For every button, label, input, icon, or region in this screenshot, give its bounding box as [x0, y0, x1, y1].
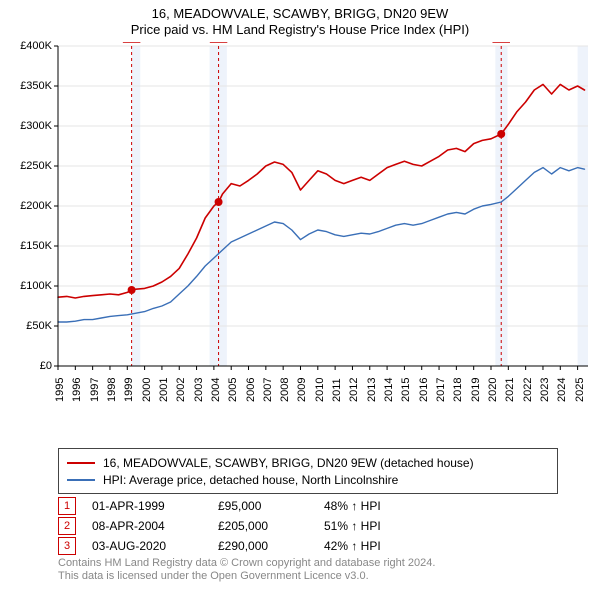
sale-pct: 42% ↑ HPI [324, 539, 381, 553]
copyright-line1: Contains HM Land Registry data © Crown c… [58, 557, 435, 571]
x-tick-label: 2002 [175, 378, 187, 402]
x-tick-label: 1998 [106, 378, 118, 402]
y-tick-label: £50K [26, 320, 52, 332]
x-tick-label: 1995 [54, 378, 66, 402]
sale-badge: 1 [58, 497, 76, 515]
sale-date: 01-APR-1999 [92, 499, 202, 513]
x-tick-label: 2018 [452, 378, 464, 402]
x-tick-label: 2024 [556, 378, 568, 402]
sale-pct: 51% ↑ HPI [324, 519, 381, 533]
sale-pct: 48% ↑ HPI [324, 499, 381, 513]
sale-row: 1 01-APR-1999 £95,000 48% ↑ HPI [58, 496, 381, 516]
y-tick-label: £300K [20, 120, 52, 132]
x-tick-label: 2020 [487, 378, 499, 402]
legend-swatch-property [67, 462, 95, 464]
x-tick-label: 2008 [279, 378, 291, 402]
y-tick-label: £400K [20, 40, 52, 52]
x-tick-label: 2015 [400, 378, 412, 402]
copyright: Contains HM Land Registry data © Crown c… [58, 557, 435, 585]
y-tick-label: £200K [20, 200, 52, 212]
x-tick-label: 1999 [123, 378, 135, 402]
x-tick-label: 2007 [262, 378, 274, 402]
sale-row: 2 08-APR-2004 £205,000 51% ↑ HPI [58, 516, 381, 536]
sales-table: 1 01-APR-1999 £95,000 48% ↑ HPI 2 08-APR-2004… [58, 496, 381, 556]
x-tick-label: 2016 [418, 378, 430, 402]
sale-date: 03-AUG-2020 [92, 539, 202, 553]
x-tick-label: 1996 [71, 378, 83, 402]
sale-price: £205,000 [218, 519, 308, 533]
x-tick-label: 2000 [141, 378, 153, 402]
copyright-line2: This data is licensed under the Open Gov… [58, 570, 435, 584]
legend-label-property: 16, MEADOWVALE, SCAWBY, BRIGG, DN20 9EW … [103, 455, 474, 472]
x-tick-label: 2013 [366, 378, 378, 402]
x-tick-label: 2021 [504, 378, 516, 402]
x-tick-label: 2011 [331, 378, 343, 402]
sale-badge: 2 [58, 517, 76, 535]
y-tick-label: £100K [20, 280, 52, 292]
sale-row: 3 03-AUG-2020 £290,000 42% ↑ HPI [58, 536, 381, 556]
y-tick-label: £250K [20, 160, 52, 172]
x-tick-label: 2006 [245, 378, 257, 402]
x-tick-label: 2017 [435, 378, 447, 402]
x-tick-label: 2010 [314, 378, 326, 402]
x-tick-label: 1997 [89, 378, 101, 402]
sale-badge: 3 [58, 537, 76, 555]
y-tick-label: £0 [40, 360, 52, 372]
y-tick-label: £150K [20, 240, 52, 252]
x-tick-label: 2012 [348, 378, 360, 402]
title-block: 16, MEADOWVALE, SCAWBY, BRIGG, DN20 9EW … [0, 6, 600, 39]
legend-label-hpi: HPI: Average price, detached house, Nort… [103, 472, 398, 489]
sale-price: £290,000 [218, 539, 308, 553]
sale-price: £95,000 [218, 499, 308, 513]
x-tick-label: 2023 [539, 378, 551, 402]
page: { "title": "16, MEADOWVALE, SCAWBY, BRIG… [0, 0, 600, 590]
legend-swatch-hpi [67, 479, 95, 481]
x-tick-label: 2005 [227, 378, 239, 402]
x-tick-label: 2022 [522, 378, 534, 402]
chart-subtitle: Price paid vs. HM Land Registry's House … [0, 22, 600, 38]
chart: 123 £0£50K£100K£150K£200K£250K£300K£350K… [0, 42, 600, 442]
x-tick-label: 2014 [383, 378, 395, 402]
x-tick-label: 2001 [158, 378, 170, 402]
x-tick-label: 2004 [210, 378, 222, 402]
x-tick-label: 2025 [574, 378, 586, 402]
address-title: 16, MEADOWVALE, SCAWBY, BRIGG, DN20 9EW [0, 6, 600, 22]
legend: 16, MEADOWVALE, SCAWBY, BRIGG, DN20 9EW … [58, 448, 558, 494]
legend-row-hpi: HPI: Average price, detached house, Nort… [67, 472, 549, 489]
y-tick-label: £350K [20, 80, 52, 92]
x-tick-label: 2009 [296, 378, 308, 402]
sale-date: 08-APR-2004 [92, 519, 202, 533]
x-tick-label: 2019 [470, 378, 482, 402]
x-tick-label: 2003 [193, 378, 205, 402]
legend-row-property: 16, MEADOWVALE, SCAWBY, BRIGG, DN20 9EW … [67, 455, 549, 472]
